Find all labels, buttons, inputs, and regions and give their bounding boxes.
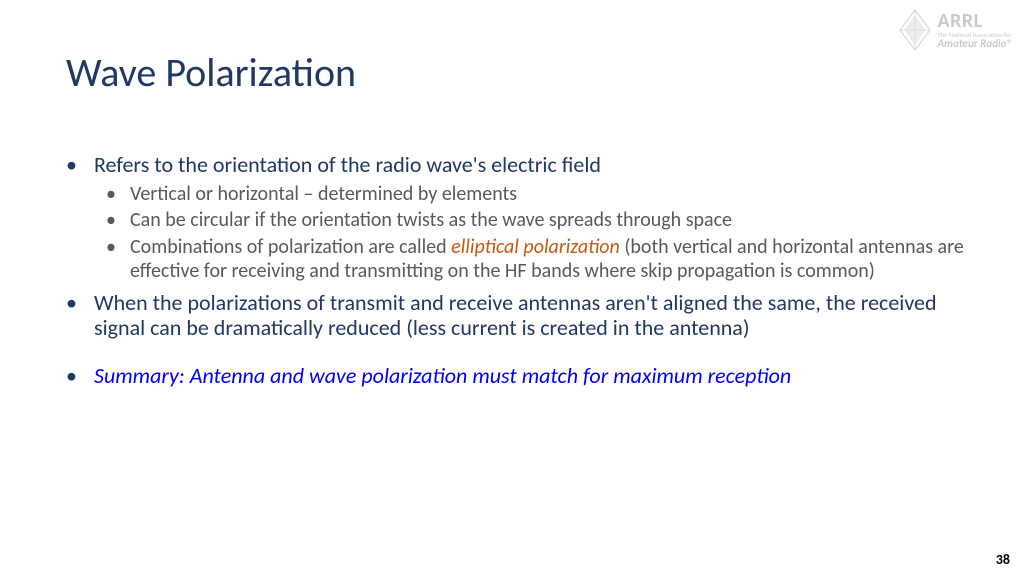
bullet-dot: • [106,208,130,232]
slide-title: Wave Polarization [66,48,356,97]
page-number: 38 [996,551,1010,568]
bullet-text: Can be circular if the orientation twist… [130,208,964,232]
bullet-text: When the polarizations of transmit and r… [94,290,964,342]
bullet-dot: • [106,182,130,206]
bullet-dot: • [66,363,94,389]
bullet-text: Combinations of polarization are called … [130,235,964,284]
bullet-text: Vertical or horizontal – determined by e… [130,182,964,206]
summary-text: Summary: Antenna and wave polarization m… [94,363,964,389]
arrl-logo: ARRL The National Association for Amateu… [898,8,1012,52]
elliptical-term: elliptical polarization [451,235,620,259]
bullet-1: • Refers to the orientation of the radio… [66,152,964,178]
logo-sub2: Amateur Radio® [938,38,1012,49]
bullet-summary: • Summary: Antenna and wave polarization… [66,363,964,389]
bullet-text: Refers to the orientation of the radio w… [94,152,964,178]
bullet-dot: • [66,290,94,342]
bullet-1a: • Vertical or horizontal – determined by… [106,182,964,206]
bullet-dot: • [66,152,94,178]
bullet-1b: • Can be circular if the orientation twi… [106,208,964,232]
arrl-diamond-icon [898,8,932,52]
bullet-1c: • Combinations of polarization are calle… [106,235,964,284]
bullet-dot: • [106,235,130,284]
logo-main: ARRL [938,11,1012,31]
bullet-2: • When the polarizations of transmit and… [66,290,964,342]
bullet-1c-pre: Combinations of polarization are called [130,235,451,259]
arrl-logo-text: ARRL The National Association for Amateu… [938,11,1012,50]
slide-body: • Refers to the orientation of the radio… [66,152,964,393]
